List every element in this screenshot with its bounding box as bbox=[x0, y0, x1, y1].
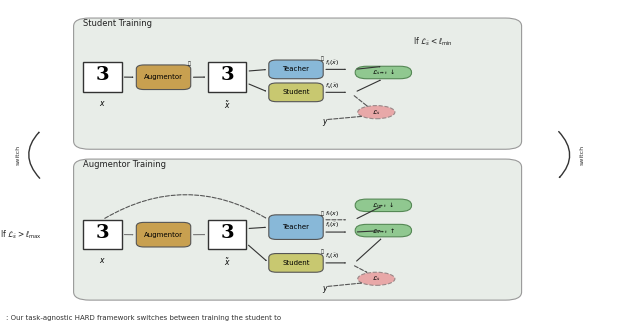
Text: 🔒: 🔒 bbox=[321, 56, 324, 61]
Text: $f_s(\tilde{x})$: $f_s(\tilde{x})$ bbox=[325, 252, 340, 261]
FancyBboxPatch shape bbox=[208, 62, 246, 92]
Text: $y$: $y$ bbox=[322, 117, 328, 129]
Ellipse shape bbox=[358, 272, 395, 285]
Text: $f_s(\tilde{x})$: $f_s(\tilde{x})$ bbox=[325, 82, 340, 91]
Text: Teacher: Teacher bbox=[282, 224, 310, 230]
Text: $\mathcal{L}_{\tilde{s}\leftrightarrow t}$ $\downarrow$: $\mathcal{L}_{\tilde{s}\leftrightarrow t… bbox=[372, 68, 395, 77]
FancyBboxPatch shape bbox=[136, 222, 191, 247]
FancyBboxPatch shape bbox=[269, 254, 323, 272]
FancyBboxPatch shape bbox=[74, 18, 522, 149]
Text: Student: Student bbox=[282, 89, 310, 95]
Text: 🔒: 🔒 bbox=[321, 211, 324, 216]
Text: Augmentor: Augmentor bbox=[144, 74, 183, 80]
Text: $y$: $y$ bbox=[322, 284, 328, 295]
Text: Teacher: Teacher bbox=[282, 66, 310, 72]
Text: : Our task-agnostic HARD framework switches between training the student to: : Our task-agnostic HARD framework switc… bbox=[6, 315, 282, 320]
FancyBboxPatch shape bbox=[208, 220, 246, 249]
Text: switch: switch bbox=[15, 145, 20, 165]
Text: Augmentor: Augmentor bbox=[144, 232, 183, 238]
FancyBboxPatch shape bbox=[355, 199, 412, 212]
Text: $\mathcal{L}_{\tilde{s}}$: $\mathcal{L}_{\tilde{s}}$ bbox=[372, 274, 381, 283]
FancyBboxPatch shape bbox=[269, 83, 323, 102]
Text: Student: Student bbox=[282, 260, 310, 266]
Text: $f_t(\tilde{x})$: $f_t(\tilde{x})$ bbox=[325, 59, 339, 68]
FancyBboxPatch shape bbox=[83, 220, 122, 249]
Text: 3: 3 bbox=[220, 224, 234, 242]
Text: 3: 3 bbox=[220, 67, 234, 84]
FancyBboxPatch shape bbox=[269, 60, 323, 79]
Text: $\mathcal{L}_{\tilde{s}}$: $\mathcal{L}_{\tilde{s}}$ bbox=[372, 108, 381, 117]
Text: $\tilde{x}$: $\tilde{x}$ bbox=[224, 99, 230, 111]
FancyBboxPatch shape bbox=[269, 215, 323, 239]
Ellipse shape bbox=[358, 106, 395, 119]
Text: 🔒: 🔒 bbox=[188, 61, 190, 66]
Text: $x$: $x$ bbox=[99, 99, 106, 108]
Text: Student Training: Student Training bbox=[83, 19, 152, 28]
Text: $x$: $x$ bbox=[99, 256, 106, 265]
Text: Augmentor Training: Augmentor Training bbox=[83, 160, 166, 169]
Text: $\mathcal{L}_{t\leftrightarrow t}$ $\downarrow$: $\mathcal{L}_{t\leftrightarrow t}$ $\dow… bbox=[372, 200, 395, 210]
FancyBboxPatch shape bbox=[74, 159, 522, 300]
Text: $f_t(\tilde{x})$: $f_t(\tilde{x})$ bbox=[325, 221, 339, 230]
Text: 3: 3 bbox=[95, 224, 109, 242]
Text: $\tilde{x}$: $\tilde{x}$ bbox=[224, 256, 230, 268]
Text: $\mathcal{L}_{\tilde{s}\leftrightarrow t}$ $\uparrow$: $\mathcal{L}_{\tilde{s}\leftrightarrow t… bbox=[372, 226, 395, 236]
Text: If $\mathcal{L}_{\tilde{s}} < \ell_{\min}$: If $\mathcal{L}_{\tilde{s}} < \ell_{\min… bbox=[413, 36, 452, 48]
Text: If $\mathcal{L}_{\tilde{s}} > \ell_{\max}$: If $\mathcal{L}_{\tilde{s}} > \ell_{\max… bbox=[0, 228, 42, 241]
Text: switch: switch bbox=[580, 145, 585, 165]
FancyBboxPatch shape bbox=[136, 65, 191, 90]
Text: 🔒: 🔒 bbox=[321, 249, 324, 255]
Text: $f_t(x)$: $f_t(x)$ bbox=[325, 209, 339, 218]
Text: 3: 3 bbox=[95, 67, 109, 84]
FancyBboxPatch shape bbox=[83, 62, 122, 92]
FancyBboxPatch shape bbox=[355, 224, 412, 237]
FancyBboxPatch shape bbox=[355, 66, 412, 79]
